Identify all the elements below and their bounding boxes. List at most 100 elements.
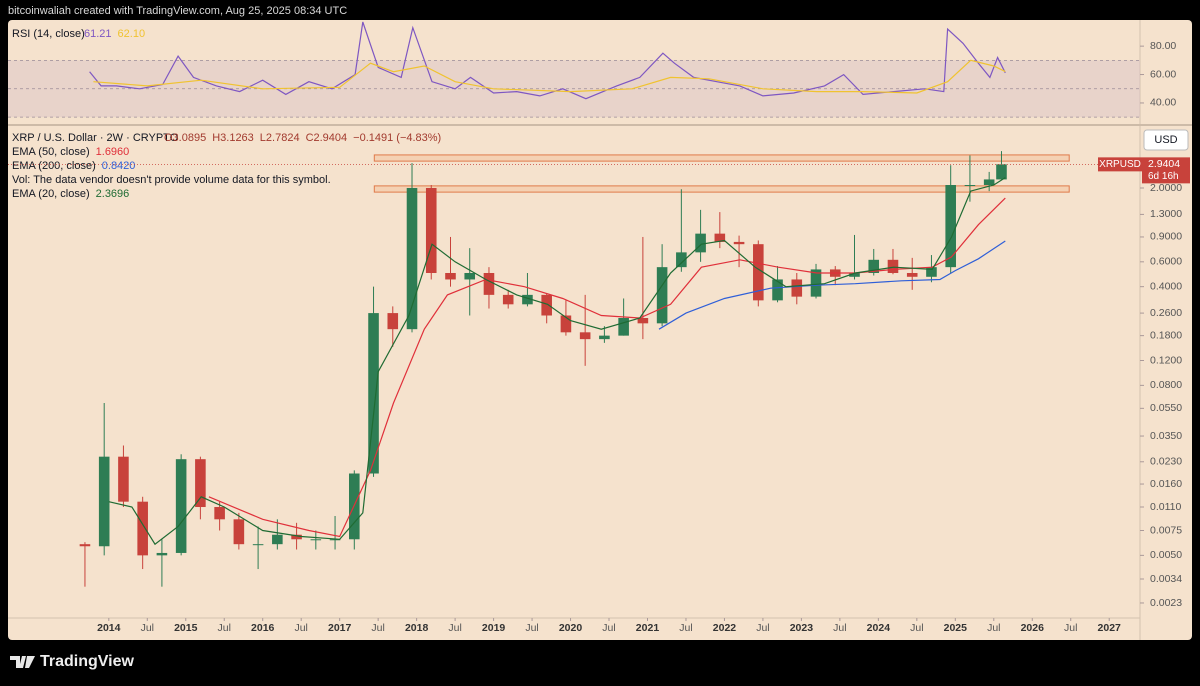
x-tick-label: 2027 bbox=[1098, 622, 1122, 634]
candle bbox=[483, 267, 495, 309]
candle-body bbox=[983, 179, 995, 186]
ema-name: EMA (50, close) bbox=[12, 146, 90, 158]
ohlc-value: O3.0895 bbox=[164, 132, 206, 144]
candle-body bbox=[714, 233, 726, 242]
candle-body bbox=[137, 501, 148, 556]
x-tick-label: Jul bbox=[679, 622, 692, 634]
resistance-zone bbox=[373, 154, 1070, 162]
candle bbox=[849, 234, 860, 280]
candle-body bbox=[579, 332, 591, 340]
candle bbox=[252, 526, 264, 570]
candle bbox=[926, 255, 937, 283]
y-tick-label: 2.0000 bbox=[1150, 182, 1182, 194]
x-tick-label: 2023 bbox=[790, 622, 814, 634]
candle bbox=[579, 294, 591, 366]
credit: bitcoinwaliah created with TradingView.c… bbox=[8, 5, 347, 17]
candle-body bbox=[733, 241, 745, 245]
candle bbox=[233, 512, 245, 550]
candle-body bbox=[656, 267, 668, 324]
candle-body bbox=[156, 552, 168, 556]
x-tick-label: 2021 bbox=[636, 622, 660, 634]
candle-body bbox=[79, 544, 91, 547]
rsi-title: RSI (14, close) bbox=[12, 28, 85, 40]
symbol-title: XRP / U.S. Dollar · 2W · CRYPTO bbox=[12, 132, 179, 144]
candle bbox=[445, 236, 456, 287]
countdown: 6d 16h bbox=[1148, 171, 1179, 182]
x-tick-label: 2024 bbox=[867, 622, 891, 634]
y-tick-label: 0.0110 bbox=[1150, 501, 1181, 513]
candle-body bbox=[368, 313, 379, 474]
candle bbox=[502, 289, 514, 309]
candle-body bbox=[887, 259, 899, 273]
volume-note: Vol: The data vendor doesn't provide vol… bbox=[12, 174, 331, 186]
candle bbox=[310, 530, 322, 550]
candle bbox=[772, 266, 783, 303]
candle bbox=[195, 456, 206, 520]
y-tick-label: 40.00 bbox=[1150, 97, 1176, 109]
ema-value: 1.6960 bbox=[96, 146, 130, 158]
x-tick-label: 2026 bbox=[1021, 622, 1045, 634]
last-price: 2.9404 bbox=[1148, 158, 1180, 170]
ohlc-value: L2.7824 bbox=[260, 132, 300, 144]
candle bbox=[753, 240, 764, 307]
candle bbox=[791, 272, 803, 305]
symbol-tag-box bbox=[1098, 157, 1142, 172]
candle-body bbox=[233, 519, 245, 545]
candle-body bbox=[560, 315, 572, 333]
candle-body bbox=[996, 164, 1007, 180]
x-tick-label: 2020 bbox=[559, 622, 583, 634]
candle bbox=[945, 165, 956, 273]
candle bbox=[349, 470, 360, 550]
y-tick-label: 0.2600 bbox=[1150, 307, 1182, 319]
x-tick-label: Jul bbox=[525, 622, 538, 634]
candle-body bbox=[926, 267, 937, 277]
candle bbox=[137, 496, 148, 570]
y-tick-label: 0.0034 bbox=[1150, 573, 1182, 585]
candle bbox=[79, 542, 91, 587]
x-tick-label: Jul bbox=[448, 622, 461, 634]
y-tick-label: 0.0230 bbox=[1150, 456, 1182, 468]
candle-body bbox=[791, 279, 803, 297]
y-tick-label: 0.1800 bbox=[1150, 329, 1182, 341]
ohlc-value: H3.1263 bbox=[212, 132, 254, 144]
x-tick-label: 2016 bbox=[251, 622, 275, 634]
candle bbox=[156, 539, 168, 587]
x-tick-label: Jul bbox=[1064, 622, 1077, 634]
candle-body bbox=[753, 244, 764, 301]
x-tick-label: 2017 bbox=[328, 622, 352, 634]
y-tick-label: 80.00 bbox=[1150, 40, 1176, 52]
x-tick-label: Jul bbox=[141, 622, 154, 634]
symbol-tag: XRPUSD bbox=[1099, 159, 1141, 170]
candle-body bbox=[849, 272, 860, 277]
candle-body bbox=[906, 272, 918, 277]
x-tick-label: 2019 bbox=[482, 622, 506, 634]
candle-body bbox=[195, 459, 206, 508]
currency-box bbox=[1143, 129, 1189, 151]
candle bbox=[695, 209, 706, 262]
y-tick-label: 0.0800 bbox=[1150, 379, 1182, 391]
candle-body bbox=[695, 233, 706, 253]
x-tick-label: Jul bbox=[756, 622, 769, 634]
candle bbox=[425, 185, 437, 280]
y-tick-label: 0.0075 bbox=[1150, 524, 1182, 536]
y-tick-label: 0.0160 bbox=[1150, 478, 1182, 490]
x-tick-label: 2018 bbox=[405, 622, 429, 634]
candle bbox=[906, 257, 918, 290]
y-tick-label: 0.9000 bbox=[1150, 231, 1182, 243]
candle bbox=[637, 236, 649, 340]
ema-value: 0.8420 bbox=[102, 160, 136, 172]
x-tick-label: Jul bbox=[910, 622, 923, 634]
candle bbox=[368, 286, 379, 477]
x-tick-label: Jul bbox=[371, 622, 384, 634]
ohlc-value: −0.1491 (−4.83%) bbox=[353, 132, 441, 144]
candle-body bbox=[272, 534, 283, 545]
ema-line bbox=[658, 240, 1006, 330]
candle-body bbox=[118, 456, 129, 502]
candle-body bbox=[425, 187, 437, 273]
ema-line bbox=[208, 197, 1006, 538]
candle-body bbox=[502, 294, 514, 305]
candle-body bbox=[214, 507, 225, 520]
candle-body bbox=[291, 534, 302, 540]
